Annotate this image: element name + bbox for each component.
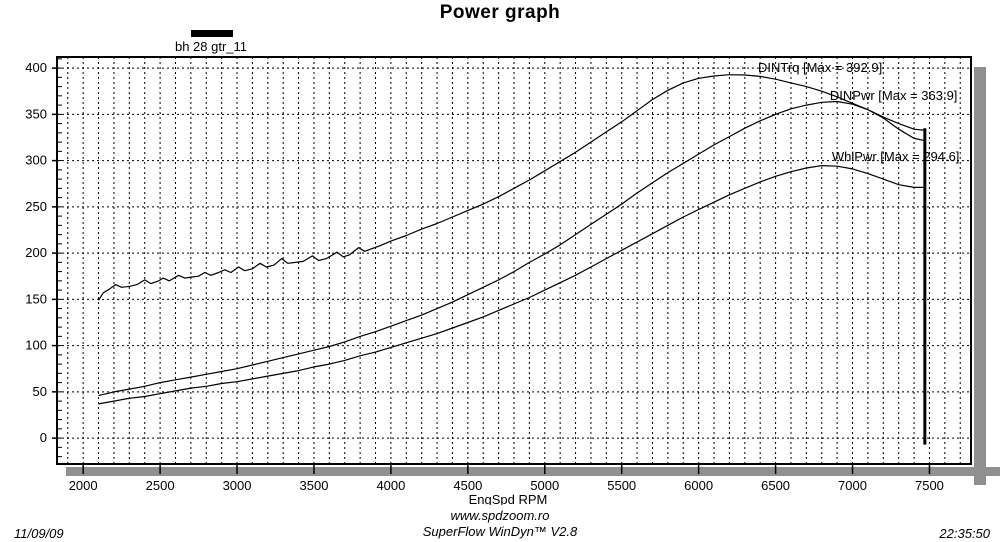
x-tick-label: 6500: [761, 478, 790, 493]
x-tick-label: 2500: [146, 478, 175, 493]
x-tick-label: 4000: [376, 478, 405, 493]
curve-whlpwr: [98, 165, 924, 405]
y-tick-label: 0: [40, 430, 47, 445]
legend-swatch: [191, 30, 233, 37]
curve-dinpwr: [98, 100, 924, 397]
x-tick-label: 5500: [607, 478, 636, 493]
footer-time: 22:35:50: [939, 526, 990, 541]
x-tick-label: 3500: [300, 478, 329, 493]
y-tick-label: 300: [25, 153, 47, 168]
power-chart: 0 50 100 150 200 250 300 350 400 2000 2500 3000 3500…: [25, 56, 1000, 505]
footer-software: SuperFlow WinDyn™ V2.8: [422, 524, 578, 539]
footer-date: 11/09/09: [14, 526, 64, 541]
page-title: Power graph: [439, 2, 561, 23]
plot-border: [56, 56, 972, 465]
x-tick-label: 3000: [223, 478, 252, 493]
x-tick-label: 7500: [915, 478, 944, 493]
y-tick-label: 250: [25, 199, 47, 214]
plot-shadow-bottom: [66, 467, 1000, 476]
x-tick-label: 6000: [684, 478, 713, 493]
footer-website: www.spdzoom.ro: [450, 508, 550, 523]
x-tick-label: 4500: [453, 478, 482, 493]
y-tick-label: 350: [25, 106, 47, 121]
legend-run-label: bh 28 gtr_11: [174, 39, 248, 54]
x-tick-label: 7000: [838, 478, 867, 493]
y-tick-label: 100: [25, 338, 47, 353]
y-tick-label: 200: [25, 245, 47, 260]
x-tick-label: 2000: [69, 478, 98, 493]
y-tick-label: 400: [25, 60, 47, 75]
curve-label-dintrq: DINTrq [Max = 392.9]: [758, 60, 882, 75]
curve-label-whlpwr: WhlPwr [Max = 294.6]: [832, 149, 960, 164]
plot-shadow-right: [974, 67, 986, 485]
curve-label-dinpwr: DINPwr [Max = 363.9]: [830, 88, 958, 103]
x-tick-label: 5000: [530, 478, 559, 493]
curve-dintrq: [97, 74, 924, 301]
y-tick-label: 150: [25, 291, 47, 306]
y-tick-label: 50: [33, 384, 47, 399]
x-axis-label: EngSpd RPM: [469, 492, 548, 505]
